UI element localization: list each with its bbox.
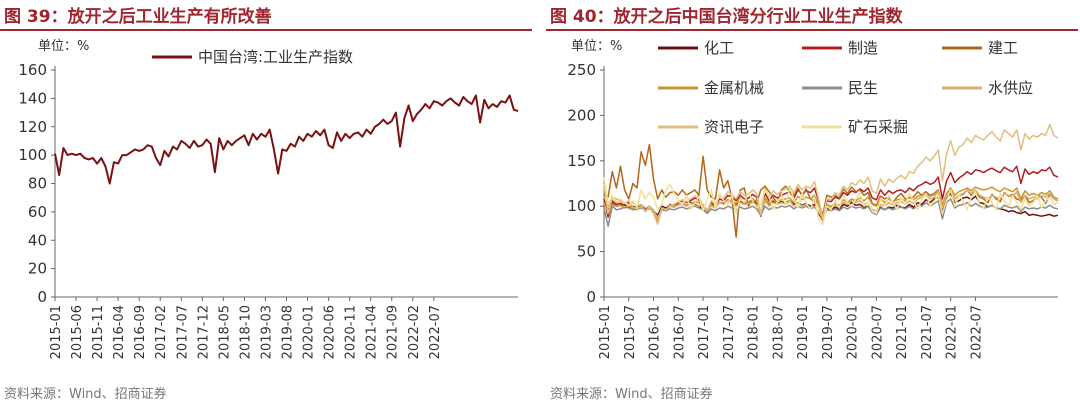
right-y-tick-label: 150 (567, 152, 596, 170)
right-series-line-4 (603, 186, 1059, 222)
left-x-tick-label: 2021-09 (386, 305, 401, 359)
right-legend-label: 制造 (848, 39, 878, 57)
left-y-tick-label: 100 (18, 146, 47, 164)
left-chart-panel: 图 39：放开之后工业生产有所改善 单位：% 0 20 40 60 80 100 120 140… (0, 7, 532, 402)
right-x-tick-label: 2016-01 (648, 305, 663, 359)
left-source-note: 资料来源：Wind、招商证券 (4, 387, 167, 402)
right-y-tick-label: 200 (567, 106, 596, 124)
left-y-tick-label: 160 (18, 61, 47, 79)
right-x-tick-label: 2021-07 (920, 305, 935, 359)
right-x-tick-label: 2019-01 (796, 305, 811, 359)
right-legend-label: 建工 (988, 39, 1018, 57)
left-x-tick-label: 2016-04 (112, 305, 127, 359)
left-x-tick-label: 2019-08 (281, 305, 296, 359)
right-title-rule (546, 29, 1078, 31)
right-line-chart: 单位：% 0 50 100 150 200 250 2015-01 2015-07 2016-01… (567, 39, 1059, 359)
left-x-tick-label: 2015-01 (49, 305, 64, 359)
right-chart-panel: 图 40：放开之后中国台湾分行业工业生产指数 单位：% 0 50 100 150 200 2… (546, 0, 1080, 404)
right-x-tick-label: 2020-01 (846, 305, 861, 359)
right-legend-label: 水供应 (988, 79, 1033, 97)
left-series-line-1 (54, 94, 519, 185)
left-y-tick-label: 60 (28, 203, 47, 221)
right-x-tick-label: 2015-07 (623, 305, 638, 359)
right-series-line-2 (603, 165, 1059, 224)
left-legend-label: 中国台湾:工业生产指数 (198, 48, 353, 66)
right-legend-label: 化工 (704, 39, 734, 57)
right-legend-label: 民生 (848, 79, 878, 97)
left-y-tick-label: 40 (28, 231, 47, 249)
left-x-tick-label: 2022-07 (428, 305, 443, 359)
left-y-tick-label: 0 (37, 288, 47, 306)
left-x-tick-label: 2021-04 (365, 305, 380, 359)
right-y-tick-label: 250 (567, 61, 596, 79)
right-x-tick-label: 2018-07 (771, 305, 786, 359)
right-x-tick-label: 2016-07 (672, 305, 687, 359)
left-unit-label: 单位：% (38, 39, 89, 54)
left-title-rule (0, 29, 532, 31)
left-y-tick-label: 120 (18, 118, 47, 136)
right-y-tick-label: 50 (577, 243, 596, 261)
right-y-tick-label: 0 (586, 288, 596, 306)
right-y-tick-label: 100 (567, 197, 596, 215)
left-x-tick-label: 2016-09 (133, 305, 148, 359)
right-x-tick-label: 2019-07 (821, 305, 836, 359)
left-x-tick-label: 2020-11 (344, 305, 359, 359)
left-y-tick-label: 80 (28, 175, 47, 193)
right-series-line-5 (603, 198, 1059, 227)
left-x-tick-label: 2019-03 (259, 305, 274, 359)
left-x-tick-label: 2017-07 (175, 305, 190, 359)
right-x-tick-label: 2022-07 (969, 305, 984, 359)
right-series-line-8 (603, 176, 1059, 226)
left-x-tick-label: 2015-06 (70, 305, 85, 359)
left-x-tick-label: 2017-02 (154, 305, 169, 359)
right-source-note: 资料来源：Wind、招商证券 (550, 387, 713, 402)
left-x-tick-label: 2017-12 (196, 305, 211, 359)
right-x-tick-label: 2018-01 (747, 305, 762, 359)
left-y-tick-label: 140 (18, 89, 47, 107)
left-chart-title: 图 39：放开之后工业生产有所改善 (4, 7, 272, 27)
right-x-tick-label: 2017-07 (722, 305, 737, 359)
right-chart-title: 图 40：放开之后中国台湾分行业工业生产指数 (550, 7, 903, 27)
left-x-tick-label: 2020-01 (302, 305, 317, 359)
right-x-tick-label: 2017-01 (697, 305, 712, 359)
right-series-line-3 (603, 143, 1059, 238)
right-x-tick-label: 2020-07 (870, 305, 885, 359)
left-x-tick-label: 2022-02 (407, 305, 422, 359)
left-x-tick-label: 2018-05 (217, 305, 232, 359)
right-legend-label: 资讯电子 (704, 118, 764, 136)
right-legend-label: 矿石采掘 (848, 118, 908, 136)
right-x-tick-label: 2022-01 (945, 305, 960, 359)
left-line-chart: 单位：% 0 20 40 60 80 100 120 140 160 2015-01 2015-06 2… (18, 39, 519, 359)
right-x-tick-label: 2015-01 (598, 305, 613, 359)
left-x-tick-label: 2015-11 (91, 305, 106, 359)
right-legend-label: 金属机械 (704, 79, 764, 97)
left-x-tick-label: 2018-10 (238, 305, 253, 359)
right-unit-label: 单位：% (571, 39, 622, 54)
left-y-tick-label: 20 (28, 260, 47, 278)
right-x-tick-label: 2021-01 (895, 305, 910, 359)
left-x-tick-label: 2020-06 (323, 305, 338, 359)
